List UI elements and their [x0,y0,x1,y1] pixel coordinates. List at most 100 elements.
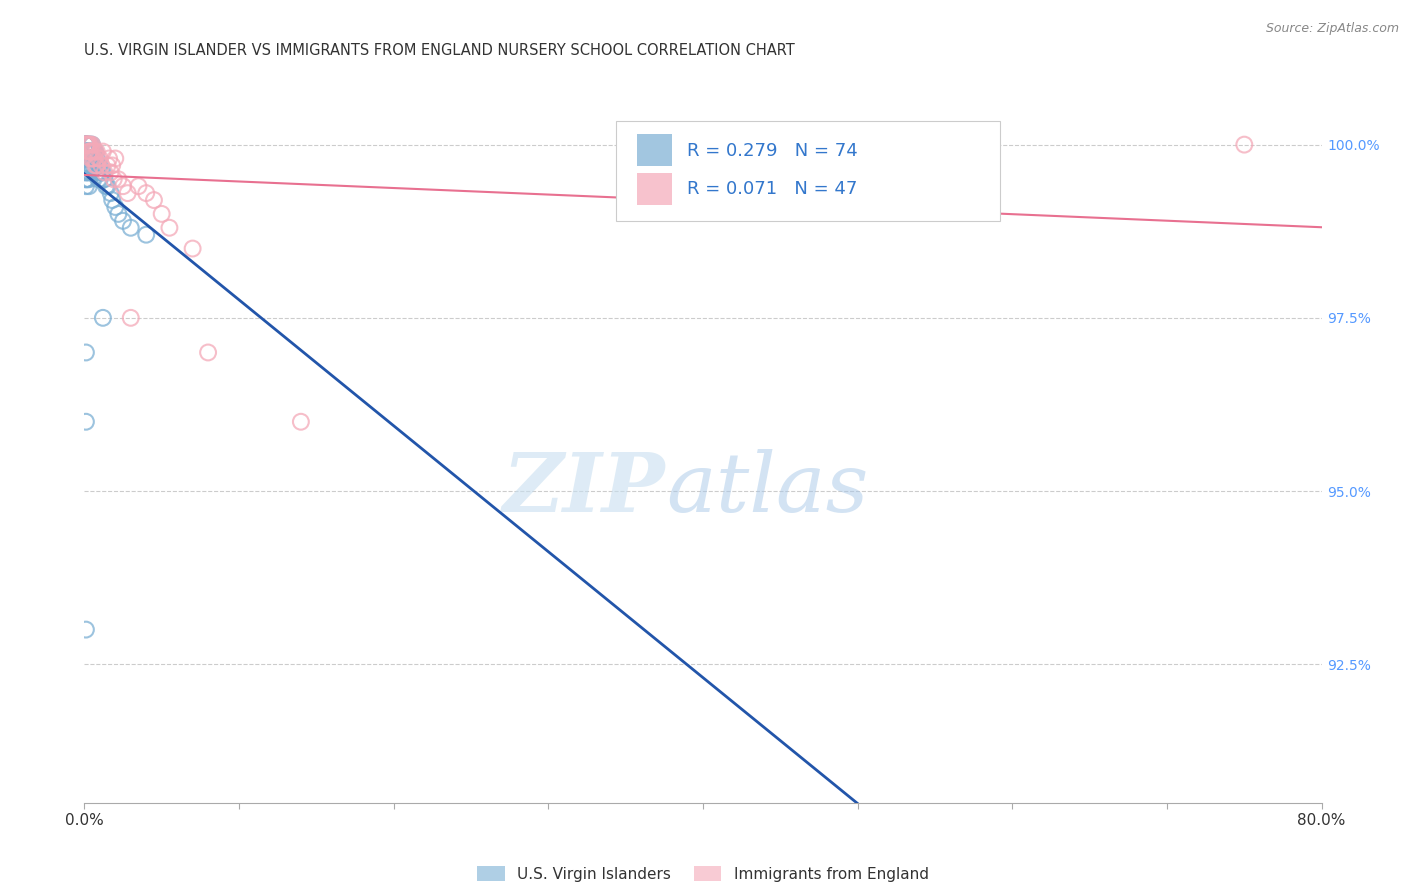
Point [135,186,157,201]
Text: R = 0.279   N = 74: R = 0.279 N = 74 [688,142,858,160]
Legend: U.S. Virgin Islanders, Immigrants from England: U.S. Virgin Islanders, Immigrants from E… [471,860,935,888]
Point [77,145,100,159]
Point [76,137,98,152]
Point [112,214,135,228]
Point [75,152,97,166]
Point [77,145,100,159]
Point [128,179,150,194]
Point [87,158,110,172]
Point [290,415,312,429]
Point [181,242,204,256]
Point [104,152,127,166]
Point [75,137,97,152]
Point [82,137,104,152]
Point [76,137,98,152]
Point [104,200,127,214]
Point [89,172,111,186]
Point [83,158,105,172]
Point [143,193,166,207]
Point [82,145,104,159]
Point [135,227,157,242]
Point [79,145,101,159]
Point [75,179,97,194]
Point [75,415,97,429]
Point [77,137,100,152]
FancyBboxPatch shape [637,134,672,166]
Point [75,623,97,637]
Point [75,172,97,186]
Point [79,152,101,166]
Point [101,193,124,207]
Point [97,179,120,194]
Point [150,207,173,221]
Point [107,207,129,221]
Point [75,137,97,152]
Point [75,345,97,359]
Point [86,145,108,159]
Text: U.S. VIRGIN ISLANDER VS IMMIGRANTS FROM ENGLAND NURSERY SCHOOL CORRELATION CHART: U.S. VIRGIN ISLANDER VS IMMIGRANTS FROM … [84,43,796,58]
Point [87,172,110,186]
Point [83,152,105,166]
Point [100,165,122,179]
Point [89,158,111,172]
Point [103,172,125,186]
Point [77,145,100,159]
Point [84,158,107,172]
Point [75,137,97,152]
Point [94,179,117,194]
Text: Source: ZipAtlas.com: Source: ZipAtlas.com [1265,22,1399,36]
Point [77,145,100,159]
Point [75,158,97,172]
Point [93,172,115,186]
Point [91,310,114,325]
Point [76,172,98,186]
Point [120,220,142,235]
Point [75,137,97,152]
Point [117,186,139,201]
Point [75,152,97,166]
Point [75,137,97,152]
Point [82,137,104,152]
Point [79,145,101,159]
Point [84,145,107,159]
Point [76,137,98,152]
Point [107,172,129,186]
Point [101,158,124,172]
Text: R = 0.071   N = 47: R = 0.071 N = 47 [688,180,858,198]
Point [75,145,97,159]
Point [82,152,104,166]
Point [91,145,114,159]
Point [1233,137,1256,152]
Point [97,158,120,172]
Point [86,158,108,172]
Text: ZIP: ZIP [503,449,666,529]
Point [83,145,105,159]
Point [86,152,108,166]
Point [77,172,100,186]
Point [75,152,97,166]
Point [83,152,105,166]
Point [90,158,112,172]
Point [75,137,97,152]
Point [76,152,98,166]
Point [90,165,112,179]
Point [77,179,100,194]
Point [91,165,114,179]
Point [89,152,111,166]
Point [100,186,122,201]
Point [82,158,104,172]
Point [75,137,97,152]
Point [76,145,98,159]
Point [75,137,97,152]
Point [76,158,98,172]
Point [75,145,97,159]
Point [79,165,101,179]
FancyBboxPatch shape [616,121,1000,221]
Point [76,137,98,152]
Point [98,152,121,166]
Point [75,158,97,172]
Point [79,137,101,152]
Point [93,165,115,179]
Point [75,137,97,152]
Point [79,152,101,166]
